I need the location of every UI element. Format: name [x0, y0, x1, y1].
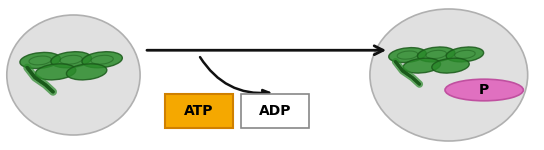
FancyBboxPatch shape: [164, 94, 233, 128]
FancyArrowPatch shape: [200, 57, 269, 97]
Circle shape: [445, 79, 523, 101]
Text: P: P: [479, 83, 489, 97]
Text: ATP: ATP: [184, 104, 213, 118]
Ellipse shape: [403, 58, 441, 73]
Ellipse shape: [20, 52, 60, 69]
Ellipse shape: [432, 58, 469, 73]
Ellipse shape: [370, 9, 528, 141]
Ellipse shape: [66, 64, 107, 80]
Ellipse shape: [417, 47, 455, 62]
Ellipse shape: [51, 52, 91, 68]
Ellipse shape: [7, 15, 140, 135]
Text: ADP: ADP: [258, 104, 291, 118]
Ellipse shape: [82, 52, 122, 68]
Ellipse shape: [35, 64, 76, 80]
Ellipse shape: [389, 48, 426, 63]
FancyBboxPatch shape: [240, 94, 309, 128]
Ellipse shape: [446, 47, 484, 62]
